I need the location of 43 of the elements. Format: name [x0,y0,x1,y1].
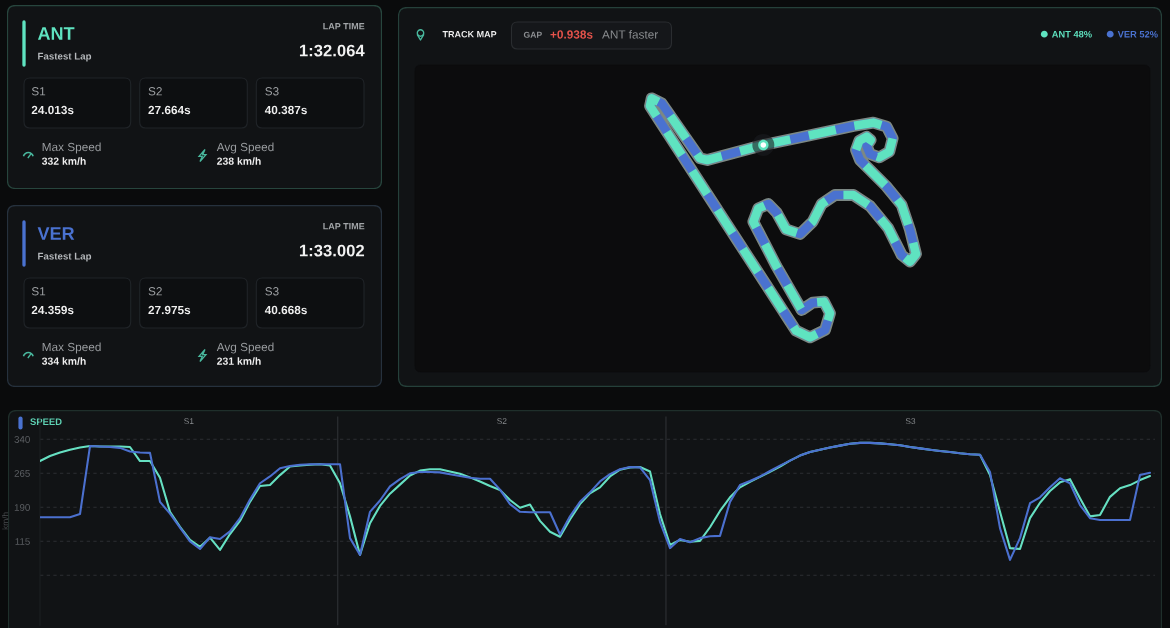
text: Avg Speed [216,142,274,154]
annotation: S3 [905,418,916,425]
text: ANT [37,27,75,40]
text: TRACK MAP [442,31,497,38]
text: 24.359s [31,305,74,315]
text: S3 [265,287,279,296]
y-axis-title: km/h [2,512,9,530]
text: VER [37,227,75,240]
text: GAP [523,31,542,38]
text: 27.664s [148,105,191,115]
text: LAP TIME [323,23,365,30]
y-tick-label: 265 [14,470,30,477]
text: 24.013s [31,105,74,115]
text: Max Speed [42,142,101,154]
y-tick-label: 115 [15,538,30,545]
text: Fastest Lap [38,252,92,262]
text: S1 [31,287,46,296]
text: 332 km/h [41,157,86,165]
text: 238 km/h [217,157,261,165]
text: S3 [265,87,279,96]
legend-label: ANT 48% [1051,30,1092,38]
annotation: S2 [497,418,507,425]
text: 27.975s [148,305,191,315]
text: Avg Speed [216,342,274,354]
text: 40.668s [264,305,307,315]
text: 231 km/h [217,357,261,365]
legend-label: VER 52% [1117,30,1158,38]
text: S2 [148,287,162,296]
y-tick-label: 340 [14,436,30,443]
chart-title: SPEED [30,418,62,426]
text: S2 [148,87,162,96]
text: 1:33.002 [299,244,365,257]
text: ANT faster [602,30,659,39]
text: 334 km/h [41,357,86,365]
text: Fastest Lap [38,52,92,62]
text: 40.387s [264,105,307,115]
text: Max Speed [42,342,101,354]
text: LAP TIME [323,223,365,230]
text: S1 [31,87,46,96]
y-tick-label: 190 [14,504,30,511]
text: 1:32.064 [299,44,365,57]
annotation: S1 [184,418,194,425]
text: +0.938s [550,30,593,39]
